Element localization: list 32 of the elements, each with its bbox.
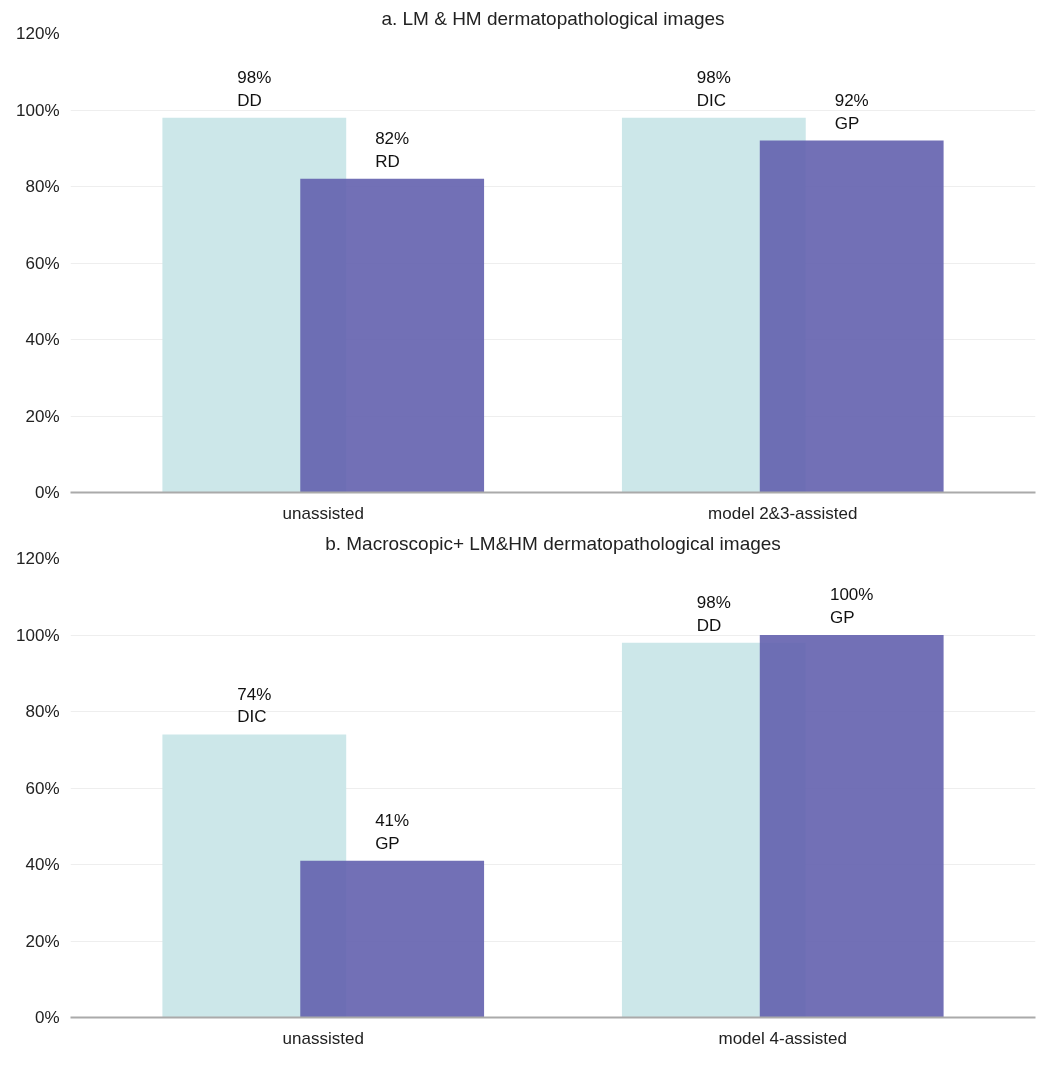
- y-tick-label: 0%: [34, 1008, 60, 1027]
- data-label: 98% DD: [696, 592, 731, 635]
- chart-title: a. LM & HM dermatopathological images: [381, 7, 725, 29]
- x-tick-label: unassisted: [282, 1028, 364, 1048]
- data-label: 74% DIC: [237, 684, 272, 727]
- data-label: 98% DD: [237, 67, 272, 110]
- y-tick-label: 0%: [34, 483, 60, 502]
- y-tick-label: 100%: [16, 100, 60, 120]
- data-label: 82% RD: [375, 129, 410, 171]
- bar: [300, 178, 485, 493]
- x-tick-label: model 2&3-assisted: [708, 503, 858, 523]
- y-tick-label: 100%: [16, 625, 60, 645]
- data-label: 92% GP: [834, 90, 869, 133]
- x-tick-label: unassisted: [282, 503, 364, 523]
- y-tick-label: 60%: [25, 253, 60, 273]
- bar: [759, 140, 944, 493]
- y-tick-label: 120%: [16, 24, 60, 43]
- y-tick-label: 60%: [25, 778, 60, 798]
- y-tick-label: 40%: [25, 330, 60, 349]
- y-tick-label: 80%: [25, 702, 60, 721]
- y-tick-label: 80%: [25, 177, 60, 196]
- y-tick-label: 20%: [25, 406, 60, 426]
- x-tick-label: model 4-assisted: [718, 1028, 848, 1048]
- data-label: 41% GP: [375, 810, 410, 853]
- chart-title: b. Macroscopic+ LM&HM dermatopathological images: [325, 532, 781, 554]
- bar: [300, 860, 485, 1018]
- y-tick-label: 120%: [16, 549, 60, 568]
- bar: [759, 635, 944, 1018]
- data-label: 100% GP: [829, 585, 874, 627]
- y-tick-label: 20%: [25, 931, 60, 951]
- y-tick-label: 40%: [25, 855, 60, 874]
- data-label: 98% DIC: [696, 67, 731, 110]
